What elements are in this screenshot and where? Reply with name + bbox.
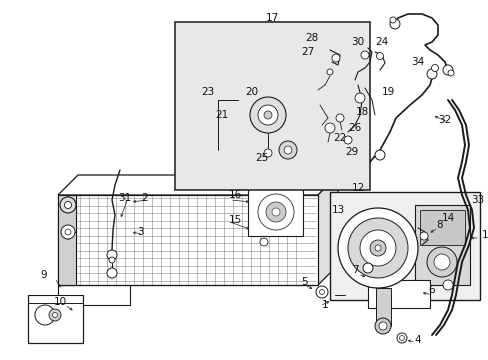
- Circle shape: [331, 54, 339, 62]
- Circle shape: [315, 286, 327, 298]
- Text: 4: 4: [414, 335, 421, 345]
- Text: 31: 31: [118, 193, 131, 203]
- Circle shape: [359, 230, 395, 266]
- Circle shape: [374, 150, 384, 160]
- Bar: [28, 295, 83, 343]
- Circle shape: [64, 202, 71, 208]
- Circle shape: [389, 17, 395, 23]
- Circle shape: [369, 240, 385, 256]
- Text: 1: 1: [321, 300, 327, 310]
- Text: 20: 20: [245, 87, 258, 97]
- Circle shape: [271, 208, 280, 216]
- Bar: [419, 210, 464, 245]
- Circle shape: [279, 141, 296, 159]
- Circle shape: [442, 65, 452, 75]
- Circle shape: [347, 218, 407, 278]
- Circle shape: [107, 268, 117, 278]
- Text: 21: 21: [215, 110, 228, 120]
- Bar: [175, 22, 369, 190]
- Bar: [414, 205, 469, 285]
- Text: 30: 30: [351, 37, 364, 47]
- Text: 13: 13: [331, 205, 344, 215]
- Text: 15: 15: [228, 215, 241, 225]
- Circle shape: [362, 263, 372, 273]
- Text: 12: 12: [351, 183, 364, 193]
- Circle shape: [376, 53, 383, 59]
- Text: 24: 24: [375, 37, 388, 47]
- Circle shape: [284, 146, 291, 154]
- Text: 8: 8: [436, 220, 443, 230]
- Bar: [58, 195, 317, 285]
- Text: 32: 32: [437, 115, 451, 125]
- Circle shape: [109, 257, 115, 263]
- Circle shape: [35, 305, 55, 325]
- Text: 9: 9: [41, 270, 47, 280]
- Text: 3: 3: [137, 227, 143, 237]
- Text: 25: 25: [255, 153, 268, 163]
- Circle shape: [65, 229, 71, 235]
- Text: 5: 5: [301, 277, 307, 287]
- Bar: [367, 280, 429, 308]
- Circle shape: [249, 97, 285, 133]
- Circle shape: [354, 93, 364, 103]
- Circle shape: [61, 225, 75, 239]
- Circle shape: [426, 247, 456, 277]
- Circle shape: [265, 202, 285, 222]
- Circle shape: [419, 232, 427, 240]
- Text: 14: 14: [441, 213, 454, 223]
- Circle shape: [430, 64, 438, 72]
- Circle shape: [389, 19, 399, 29]
- Circle shape: [60, 197, 76, 213]
- Text: 22: 22: [333, 133, 346, 143]
- Circle shape: [264, 149, 271, 157]
- Circle shape: [426, 69, 436, 79]
- Circle shape: [360, 51, 368, 59]
- Circle shape: [447, 70, 453, 76]
- Text: 23: 23: [201, 87, 214, 97]
- Bar: [247, 188, 303, 236]
- Circle shape: [374, 318, 390, 334]
- Circle shape: [442, 280, 452, 290]
- Bar: [375, 288, 390, 326]
- Circle shape: [264, 111, 271, 119]
- Circle shape: [319, 289, 324, 294]
- Bar: [58, 195, 76, 285]
- Circle shape: [433, 254, 449, 270]
- Circle shape: [374, 245, 380, 251]
- Bar: [329, 192, 479, 300]
- Circle shape: [325, 123, 334, 133]
- Circle shape: [396, 333, 406, 343]
- Text: 10: 10: [53, 297, 66, 307]
- Circle shape: [326, 69, 332, 75]
- Text: 11: 11: [480, 230, 488, 240]
- Circle shape: [378, 322, 386, 330]
- Circle shape: [399, 336, 404, 341]
- Text: 28: 28: [305, 33, 318, 43]
- Circle shape: [343, 136, 351, 144]
- Text: 29: 29: [345, 147, 358, 157]
- Text: 19: 19: [381, 87, 394, 97]
- Circle shape: [258, 105, 278, 125]
- Text: 7: 7: [351, 265, 358, 275]
- Text: 16: 16: [228, 190, 241, 200]
- Circle shape: [260, 238, 267, 246]
- Circle shape: [107, 250, 117, 260]
- Text: 27: 27: [301, 47, 314, 57]
- Text: 18: 18: [355, 107, 368, 117]
- Polygon shape: [317, 175, 337, 285]
- Circle shape: [258, 194, 293, 230]
- Circle shape: [49, 309, 61, 321]
- Text: 6: 6: [428, 285, 434, 295]
- Circle shape: [337, 208, 417, 288]
- Text: 33: 33: [470, 195, 484, 205]
- Text: 2: 2: [142, 193, 148, 203]
- Circle shape: [335, 114, 343, 122]
- Circle shape: [52, 312, 58, 318]
- Text: 17: 17: [265, 13, 278, 23]
- Polygon shape: [58, 175, 337, 195]
- Text: 34: 34: [410, 57, 424, 67]
- Text: 26: 26: [347, 123, 361, 133]
